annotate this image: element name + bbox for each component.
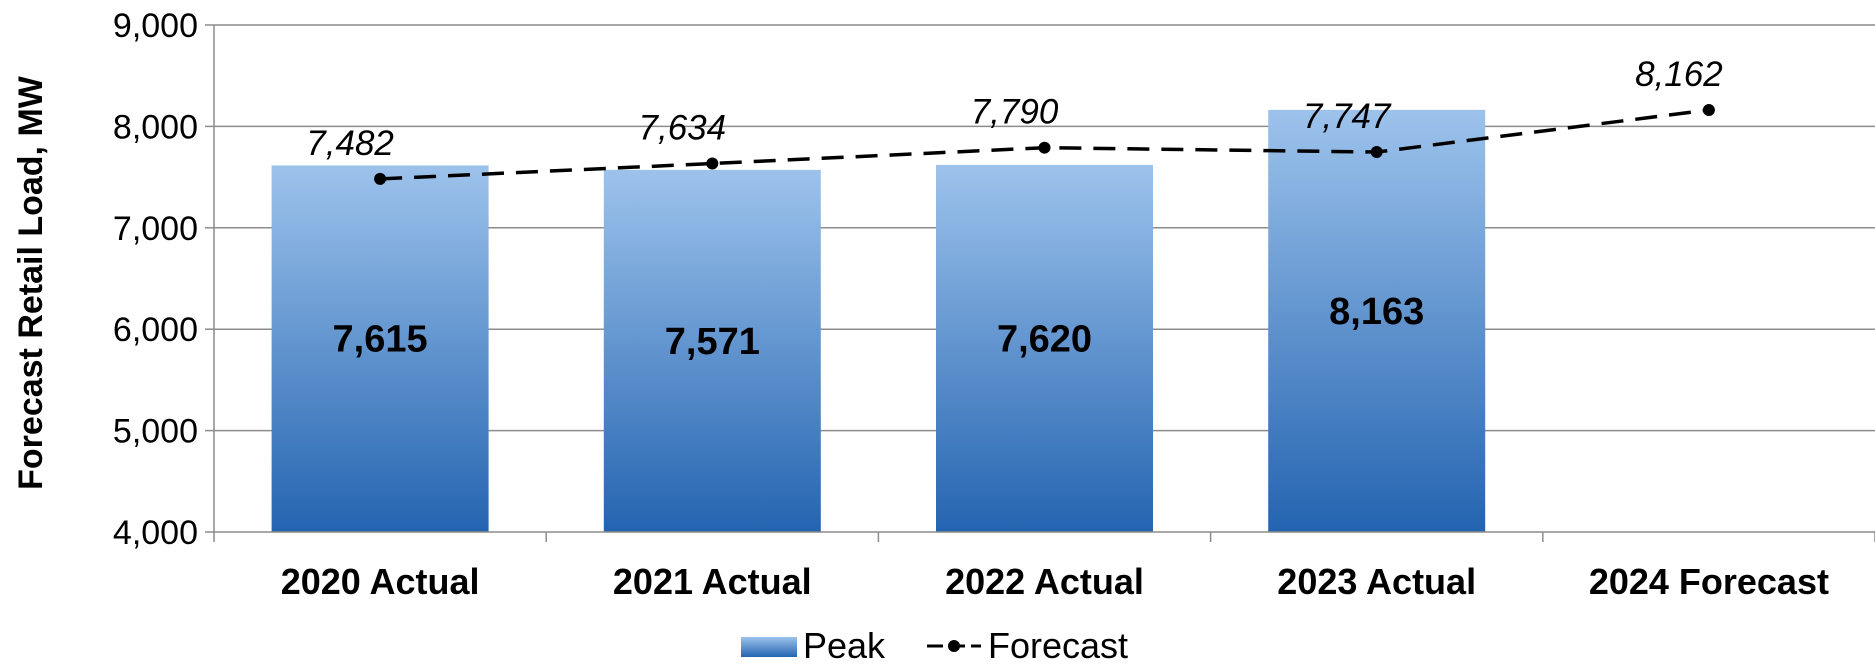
x-tick-label: 2022 Actual: [945, 561, 1144, 602]
y-tick-label: 8,000: [113, 108, 198, 146]
bar: [271, 165, 489, 532]
forecast-point: [1370, 146, 1383, 159]
y-tick-label: 4,000: [113, 514, 198, 552]
forecast-value-label: 7,790: [971, 93, 1059, 132]
peak-bars: [271, 109, 1486, 533]
y-tick-label: 6,000: [113, 311, 198, 349]
forecast-point: [374, 172, 387, 185]
legend: Peak Forecast: [741, 625, 1128, 664]
x-tick-label: 2024 Forecast: [1589, 561, 1829, 602]
x-tick-label: 2020 Actual: [281, 561, 480, 602]
forecast-line-series: [374, 103, 1715, 185]
bar: [936, 164, 1153, 532]
bar-value-labels: 7,615 7,571 7,620 8,163: [333, 291, 1425, 363]
forecast-point: [1702, 103, 1715, 116]
forecast-point: [1038, 141, 1051, 154]
y-tick-label: 7,000: [113, 210, 198, 248]
forecast-value-label: 7,634: [639, 109, 727, 148]
axes: [213, 25, 1875, 542]
legend-peak-swatch: [741, 637, 797, 657]
line-value-labels: 7,482 7,634 7,790 7,747 8,162: [306, 55, 1722, 163]
x-tick-labels: 2020 Actual 2021 Actual 2022 Actual 2023 Ac…: [281, 561, 1829, 602]
y-tick-label: 5,000: [113, 413, 198, 451]
forecast-value-label: 8,162: [1635, 55, 1723, 94]
bar-value-label: 8,163: [1329, 291, 1424, 333]
bar-value-label: 7,620: [997, 318, 1092, 360]
forecast-value-label: 7,747: [1303, 97, 1392, 136]
legend-forecast-marker: [948, 640, 960, 652]
y-tick-label: 9,000: [113, 7, 198, 45]
bar: [1268, 109, 1486, 533]
x-tick-label: 2021 Actual: [613, 561, 812, 602]
forecast-point: [706, 157, 719, 170]
y-axis-label: Forecast Retail Load, MW: [12, 75, 50, 490]
x-tick-label: 2023 Actual: [1277, 561, 1476, 602]
y-tick-labels: 4,000 5,000 6,000 7,000 8,000 9,000: [113, 7, 198, 552]
legend-peak-label: Peak: [803, 625, 886, 664]
legend-forecast-label: Forecast: [988, 625, 1128, 664]
forecast-value-label: 7,482: [306, 124, 394, 163]
bar: [603, 169, 821, 532]
bar-value-label: 7,615: [333, 319, 428, 361]
bar-value-label: 7,571: [665, 321, 760, 363]
